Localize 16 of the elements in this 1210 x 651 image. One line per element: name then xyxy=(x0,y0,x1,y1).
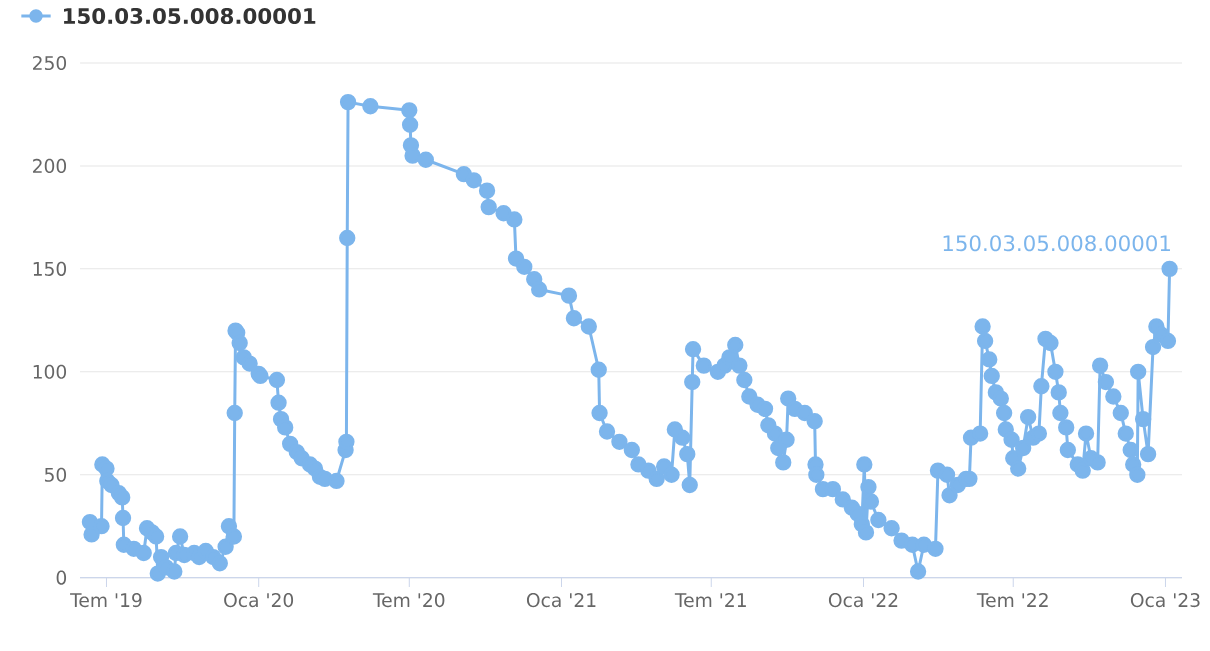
y-tick-label: 150 xyxy=(33,261,67,276)
x-tick-label: Oca '22 xyxy=(828,593,898,608)
x-tick-label: Tem '21 xyxy=(674,593,746,608)
y-tick-label: 100 xyxy=(33,364,67,379)
x-tick-label: Tem '19 xyxy=(70,593,142,608)
legend-label: 150.03.05.008.00001 xyxy=(64,7,316,25)
x-tick-label: Oca '20 xyxy=(224,593,294,608)
x-tick-label: Oca '21 xyxy=(526,593,596,608)
x-tick-label: Tem '20 xyxy=(372,593,445,608)
annotation: 150.03.05.008.00001 xyxy=(943,235,1170,252)
y-tick-label: 200 xyxy=(33,158,67,173)
y-tick-label: 0 xyxy=(56,570,67,585)
y-tick-label: 50 xyxy=(44,467,67,482)
x-tick-label: Tem '22 xyxy=(976,593,1048,608)
y-tick-label: 250 xyxy=(33,55,67,71)
x-tick-label: Oca '23 xyxy=(1130,593,1200,608)
